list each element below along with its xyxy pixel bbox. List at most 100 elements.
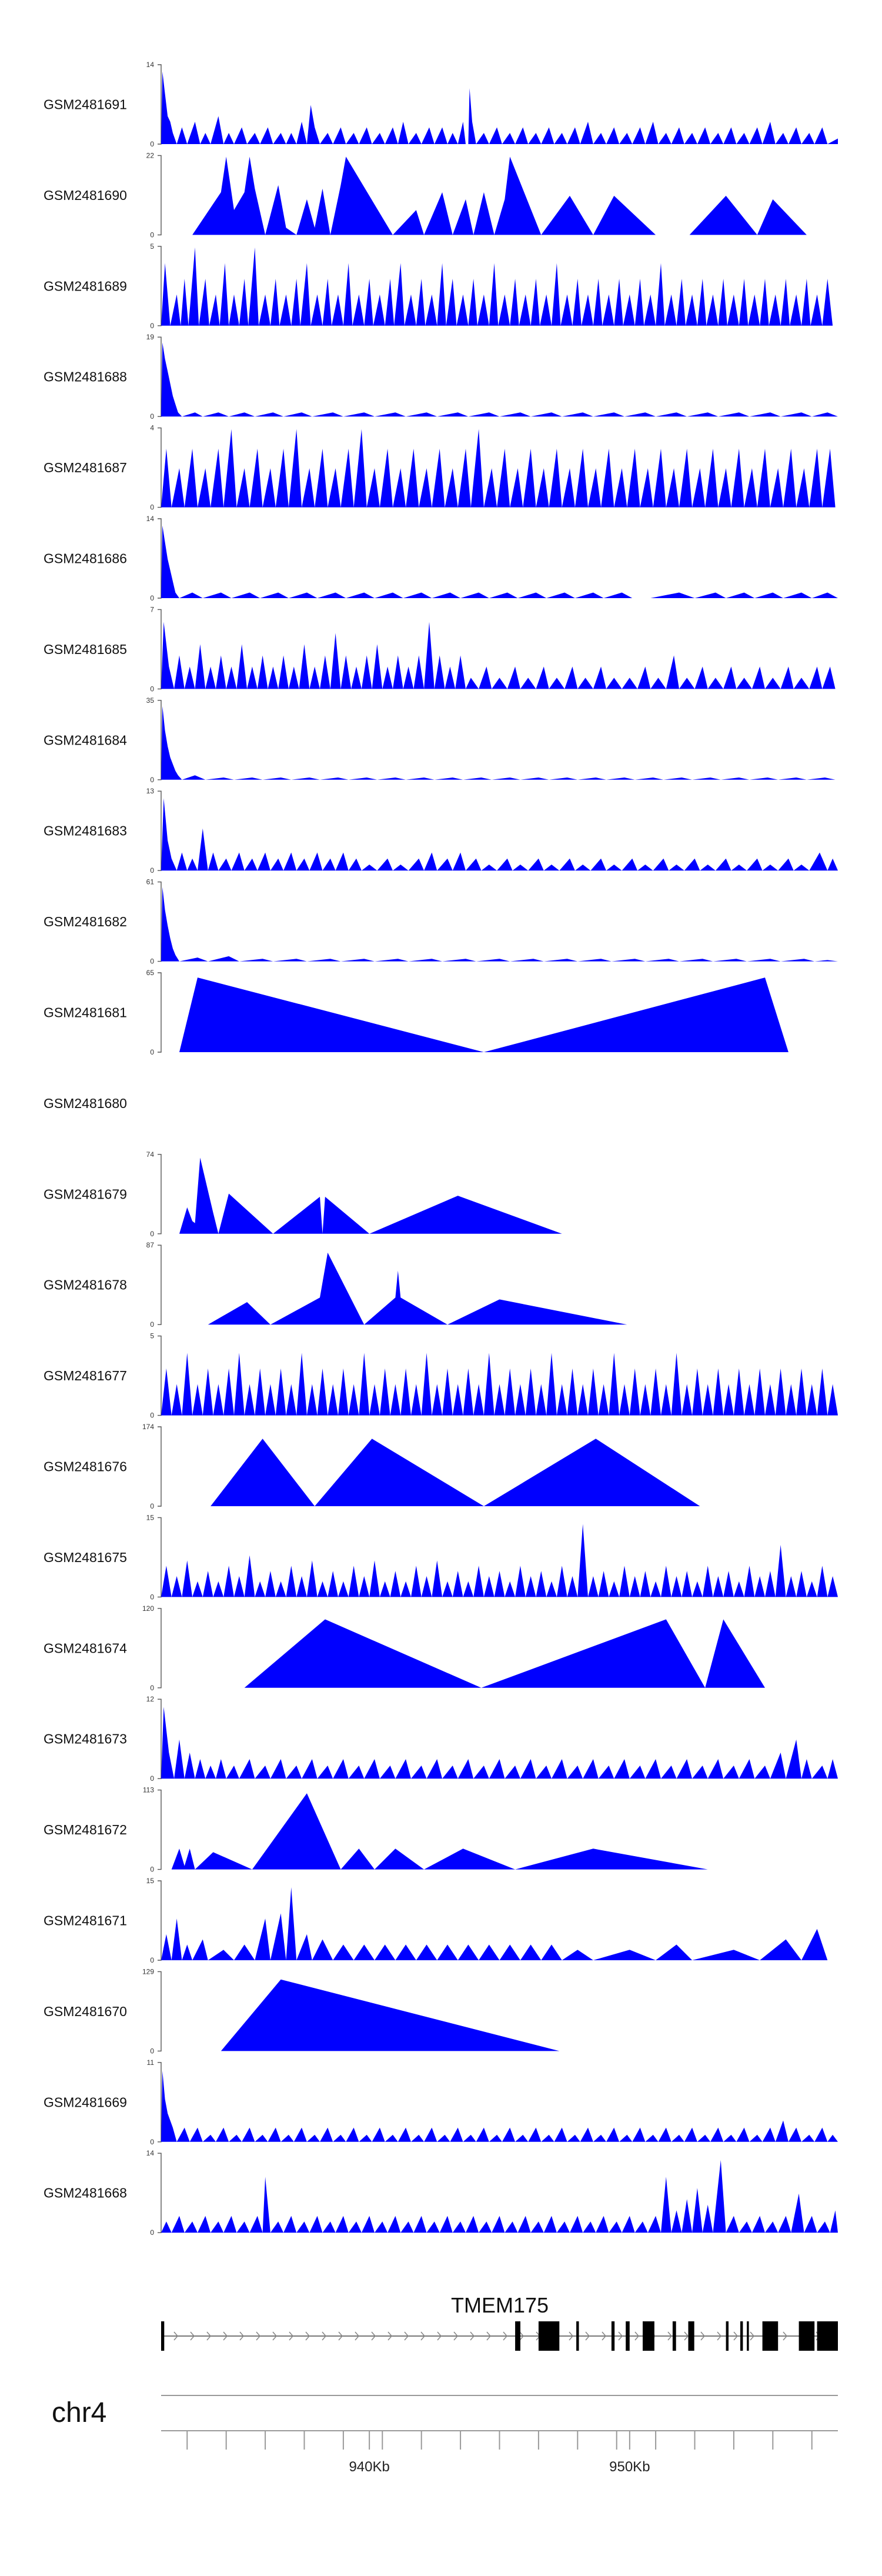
track-label: GSM2481686	[44, 551, 127, 566]
coverage-area	[161, 1524, 838, 1597]
y-tick-label-max: 5	[150, 1332, 154, 1340]
exon-block	[611, 2321, 615, 2351]
strand-arrow	[486, 2331, 492, 2341]
track-y-axis	[158, 427, 162, 508]
track-y-axis	[158, 1880, 162, 1961]
y-tick-label-max: 11	[147, 2058, 155, 2067]
coverage-area	[161, 342, 838, 417]
y-tick-label-max: 12	[146, 1695, 155, 1703]
y-tick-label-zero: 0	[150, 1684, 154, 1692]
strand-arrow	[733, 2331, 739, 2341]
strand-arrow	[305, 2331, 310, 2341]
track-label: GSM2481685	[44, 642, 127, 657]
track-gsm2481682: GSM2481682 61 0	[44, 878, 838, 966]
track-y-axis	[158, 246, 162, 326]
y-tick-label-max: 14	[146, 61, 155, 69]
y-tick-label-max: 5	[150, 242, 154, 251]
track-label: GSM2481680	[44, 1096, 127, 1111]
strand-arrow	[173, 2331, 179, 2341]
y-tick-label-max: 15	[146, 1877, 155, 1885]
exon-block	[747, 2321, 749, 2351]
coverage-area	[161, 1887, 828, 1960]
coverage-area	[161, 887, 838, 962]
track-label: GSM2481669	[44, 2094, 127, 2110]
chromosome-label: chr4	[52, 2397, 106, 2428]
track-label: GSM2481682	[44, 914, 127, 929]
track-label: GSM2481689	[44, 278, 127, 293]
strand-arrow	[437, 2331, 442, 2341]
exon-block	[643, 2321, 654, 2351]
strand-arrow	[470, 2331, 475, 2341]
strand-arrow	[404, 2331, 409, 2341]
track-y-axis	[158, 609, 162, 690]
strand-arrow	[239, 2331, 245, 2341]
track-gsm2481671: GSM2481671 15 0	[44, 1877, 828, 1964]
track-label: GSM2481674	[44, 1640, 127, 1656]
y-tick-label-max: 120	[142, 1604, 154, 1613]
track-label: GSM2481670	[44, 2004, 127, 2019]
y-tick-label-zero: 0	[150, 140, 154, 148]
y-tick-label-max: 35	[146, 696, 155, 705]
coverage-area	[161, 622, 836, 689]
strand-arrow	[256, 2331, 261, 2341]
track-gsm2481672: GSM2481672 113 0	[44, 1786, 708, 1874]
track-gsm2481687: GSM2481687 4 0	[44, 424, 836, 512]
track-y-axis	[158, 1517, 162, 1598]
track-label: GSM2481691	[44, 97, 127, 112]
coverage-area	[161, 1707, 838, 1779]
strand-arrow	[717, 2331, 722, 2341]
track-y-axis	[158, 1608, 162, 1689]
gene-name-label: TMEM175	[451, 2293, 549, 2317]
track-gsm2481686: GSM2481686 14 0	[44, 515, 838, 602]
y-tick-label-zero: 0	[150, 322, 154, 330]
track-gsm2481685: GSM2481685 7 0	[44, 605, 836, 693]
track-y-axis	[158, 155, 162, 236]
y-tick-label-zero: 0	[150, 412, 154, 421]
y-tick-label-zero: 0	[150, 2047, 154, 2055]
strand-arrow	[206, 2331, 212, 2341]
track-label: GSM2481678	[44, 1277, 127, 1293]
track-label: GSM2481683	[44, 823, 127, 839]
y-tick-label-zero: 0	[150, 503, 154, 512]
track-y-axis	[158, 972, 162, 1053]
coverage-area	[161, 2070, 838, 2142]
track-y-axis	[158, 1426, 162, 1507]
y-tick-label-zero: 0	[150, 1502, 154, 1510]
track-label: GSM2481684	[44, 732, 127, 748]
track-gsm2481690: GSM2481690 22 0	[44, 151, 807, 239]
y-tick-label-max: 4	[150, 424, 154, 432]
x-tick-label: 950Kb	[609, 2459, 650, 2475]
y-tick-label-max: 14	[146, 515, 155, 523]
track-gsm2481680: GSM2481680	[44, 1096, 127, 1111]
track-label: GSM2481688	[44, 369, 127, 385]
y-tick-label-max: 129	[142, 1967, 154, 1976]
coverage-area	[161, 247, 833, 326]
track-label: GSM2481668	[44, 2185, 127, 2201]
strand-arrow	[667, 2331, 673, 2341]
coverage-area	[179, 977, 789, 1052]
track-gsm2481677: GSM2481677 5 0	[44, 1332, 838, 1420]
strand-arrow	[272, 2331, 278, 2341]
y-tick-label-max: 87	[146, 1241, 155, 1249]
y-tick-label-max: 15	[146, 1513, 155, 1521]
track-y-axis	[158, 790, 162, 871]
y-tick-label-zero: 0	[150, 231, 154, 239]
exon-block	[799, 2321, 815, 2351]
y-tick-label-zero: 0	[150, 1593, 154, 1601]
exon-block	[688, 2321, 694, 2351]
track-gsm2481678: GSM2481678 87 0	[44, 1241, 627, 1329]
track-y-axis	[158, 2062, 162, 2143]
coverage-area	[192, 156, 807, 235]
exon-block	[817, 2321, 838, 2351]
y-tick-label-zero: 0	[150, 1956, 154, 1964]
x-tick-label: 940Kb	[349, 2459, 389, 2475]
track-gsm2481673: GSM2481673 12 0	[44, 1695, 838, 1783]
track-label: GSM2481672	[44, 1822, 127, 1837]
track-label: GSM2481690	[44, 188, 127, 203]
y-tick-label-max: 19	[146, 333, 155, 341]
strand-arrow	[783, 2331, 788, 2341]
y-tick-label-max: 61	[146, 878, 155, 886]
y-tick-label-zero: 0	[150, 2228, 154, 2237]
y-tick-label-zero: 0	[150, 1048, 154, 1056]
